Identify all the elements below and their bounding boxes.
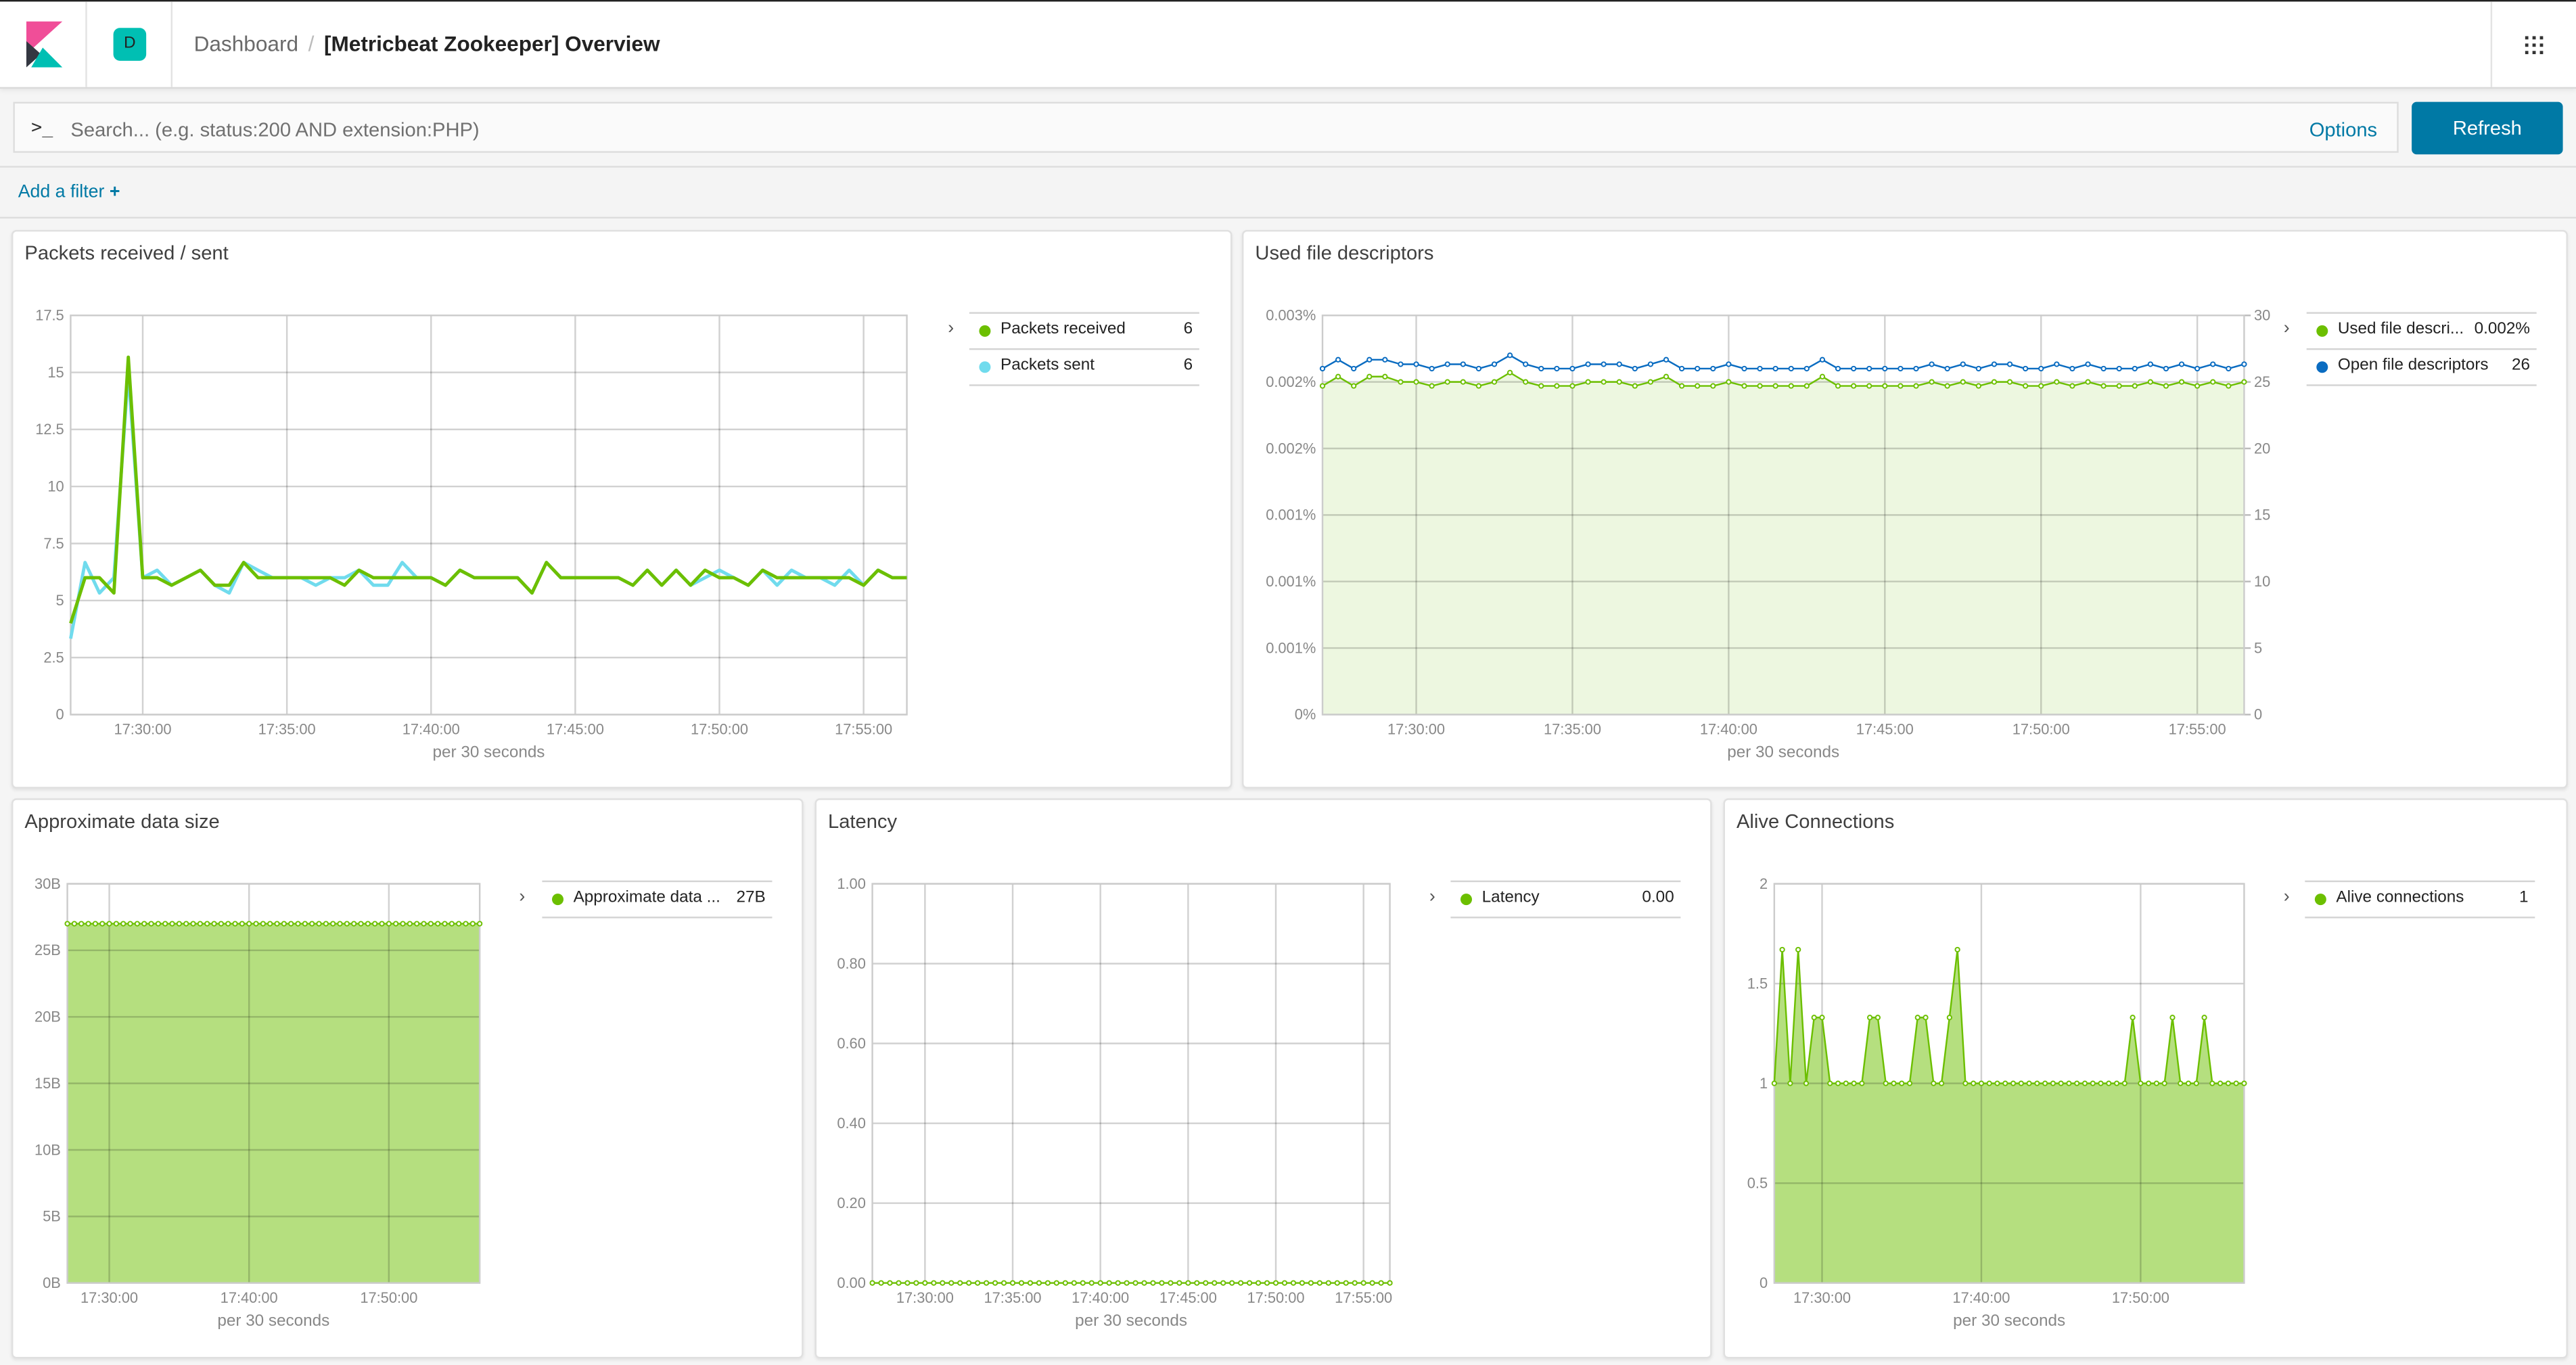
legend-value: 0.002% xyxy=(2474,320,2530,339)
panel-title: Used file descriptors xyxy=(1255,241,1434,264)
grid-icon[interactable] xyxy=(2525,36,2544,55)
breadcrumb-dashboard[interactable]: Dashboard xyxy=(193,31,299,56)
legend-value: 1 xyxy=(2519,888,2529,907)
add-filter-label: Add a filter xyxy=(18,182,105,202)
chart-legend: Approximate data ... 27B xyxy=(542,880,773,919)
legend-item[interactable]: Alive connections 1 xyxy=(2305,880,2535,919)
chart-legend: Used file descri... 0.002% Open file descr… xyxy=(2306,312,2537,386)
legend-dot-icon xyxy=(979,361,991,373)
legend-value: 26 xyxy=(2511,356,2530,375)
legend-dot-icon xyxy=(2316,325,2328,337)
legend-toggle-chevron-icon[interactable]: › xyxy=(948,319,954,339)
query-prompt-icon: >_ xyxy=(31,116,53,138)
nav-divider xyxy=(85,1,87,87)
legend-value: 27B xyxy=(736,888,766,907)
legend-item[interactable]: Open file descriptors 26 xyxy=(2306,348,2537,386)
window-top-border xyxy=(0,0,2576,2)
legend-item[interactable]: Latency 0.00 xyxy=(1450,880,1681,919)
legend-label: Latency xyxy=(1481,888,1540,907)
legend-label: Packets received xyxy=(1000,320,1126,339)
legend-value: 6 xyxy=(1183,356,1193,375)
legend-value: 0.00 xyxy=(1642,888,1674,907)
legend-toggle-chevron-icon[interactable]: › xyxy=(2283,887,2290,907)
panel-title: Latency xyxy=(827,810,898,833)
nav-divider xyxy=(2490,1,2493,87)
legend-toggle-chevron-icon[interactable]: › xyxy=(1429,887,1435,907)
legend-dot-icon xyxy=(979,325,991,337)
panel-title: Packets received / sent xyxy=(24,241,229,264)
filter-bar: Add a filter + xyxy=(0,166,2576,218)
legend-item[interactable]: Packets received 6 xyxy=(969,312,1199,348)
legend-label: Open file descriptors xyxy=(2337,356,2489,375)
legend-label: Packets sent xyxy=(1000,356,1095,375)
legend-dot-icon xyxy=(2316,361,2328,373)
panel-title: Alive Connections xyxy=(1736,810,1895,833)
chart-legend: Latency 0.00 xyxy=(1450,880,1681,919)
legend-dot-icon xyxy=(551,894,564,906)
legend-label: Used file descri... xyxy=(2337,320,2464,339)
legend-item[interactable]: Approximate data ... 27B xyxy=(542,880,773,919)
legend-dot-icon xyxy=(2314,894,2326,906)
search-input[interactable] xyxy=(67,112,2276,148)
add-filter-button[interactable]: Add a filter + xyxy=(18,183,120,202)
query-bar: >_ Options xyxy=(13,101,2399,153)
breadcrumb-separator: / xyxy=(308,31,315,56)
legend-label: Alive connections xyxy=(2336,888,2464,907)
top-nav: D Dashboard / [Metricbeat Zookeeper] Overv… xyxy=(0,1,2576,89)
legend-item[interactable]: Used file descri... 0.002% xyxy=(2306,312,2537,348)
plus-icon: + xyxy=(109,182,120,202)
breadcrumb-current: [Metricbeat Zookeeper] Overview xyxy=(323,31,660,56)
legend-dot-icon xyxy=(1460,894,1472,906)
legend-toggle-chevron-icon[interactable]: › xyxy=(2283,319,2290,339)
legend-value: 6 xyxy=(1183,320,1193,339)
chart-legend: Packets received 6 Packets sent 6 xyxy=(969,312,1199,386)
options-button[interactable]: Options xyxy=(2309,118,2378,141)
nav-divider xyxy=(170,1,172,87)
legend-label: Approximate data ... xyxy=(573,888,720,907)
refresh-button[interactable]: Refresh xyxy=(2412,101,2563,155)
legend-toggle-chevron-icon[interactable]: › xyxy=(519,887,526,907)
space-avatar[interactable]: D xyxy=(113,28,147,61)
breadcrumb: Dashboard / [Metricbeat Zookeeper] Overvie… xyxy=(194,31,660,55)
chart-legend: Alive connections 1 xyxy=(2305,880,2535,919)
panel-title: Approximate data size xyxy=(24,810,220,833)
kibana-logo[interactable] xyxy=(26,21,63,68)
legend-item[interactable]: Packets sent 6 xyxy=(969,348,1199,386)
